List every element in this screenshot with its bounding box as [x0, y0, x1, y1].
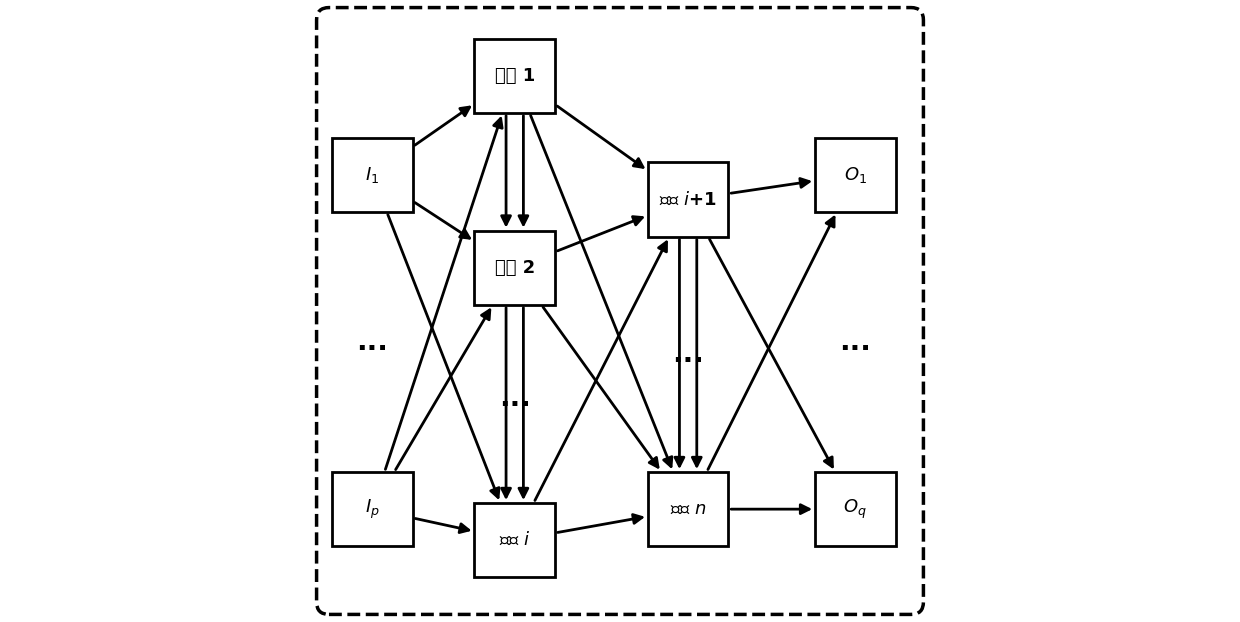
FancyBboxPatch shape: [647, 162, 728, 237]
FancyBboxPatch shape: [647, 472, 728, 546]
Text: $I_p$: $I_p$: [365, 498, 379, 521]
Text: ...: ...: [498, 384, 531, 412]
FancyBboxPatch shape: [332, 137, 413, 212]
FancyBboxPatch shape: [815, 472, 895, 546]
FancyBboxPatch shape: [475, 503, 556, 577]
Text: ...: ...: [672, 340, 704, 368]
Text: 房室 $i$+1: 房室 $i$+1: [660, 190, 717, 208]
Text: 房室 2: 房室 2: [495, 259, 534, 277]
Text: $O_1$: $O_1$: [843, 165, 867, 185]
FancyBboxPatch shape: [332, 472, 413, 546]
Text: ...: ...: [356, 328, 388, 356]
FancyBboxPatch shape: [475, 231, 556, 305]
Text: 房室 $i$: 房室 $i$: [498, 531, 531, 549]
Text: $O_q$: $O_q$: [843, 498, 867, 521]
Text: ...: ...: [839, 328, 872, 356]
FancyBboxPatch shape: [815, 137, 895, 212]
Text: 房室 $n$: 房室 $n$: [670, 500, 707, 518]
Text: 房室 1: 房室 1: [495, 67, 534, 85]
Text: $I_1$: $I_1$: [366, 165, 379, 185]
FancyBboxPatch shape: [475, 39, 556, 113]
